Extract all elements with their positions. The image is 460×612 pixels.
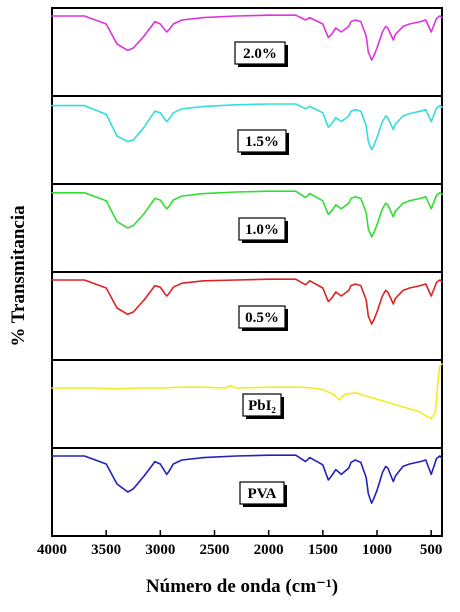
legend-box xyxy=(238,305,286,329)
y-axis-title: % Transmitancia xyxy=(8,205,29,347)
x-tick-label: 2000 xyxy=(254,542,284,558)
x-axis-title: Número de onda (cm⁻¹) xyxy=(146,576,338,597)
series-line xyxy=(51,103,443,151)
panel-1: 1.5% xyxy=(51,95,443,185)
x-tick-label: 1000 xyxy=(362,542,392,558)
panel-4: PbI₂ xyxy=(51,359,443,449)
chart-panels: 2.0% 1.5% 1.0% 0.5% PbI₂ PVA xyxy=(51,7,443,537)
legend-label: PVA xyxy=(248,486,277,502)
panel-3: 0.5% xyxy=(51,271,443,361)
series-line xyxy=(51,14,443,61)
x-tick-label: 4000 xyxy=(37,542,67,558)
x-tick-label: 500 xyxy=(420,542,443,558)
legend-box xyxy=(238,217,286,241)
legend-label: 1.5% xyxy=(245,134,279,150)
x-tick-label: 3000 xyxy=(145,542,175,558)
panel-5: PVA xyxy=(51,447,443,537)
series-line xyxy=(51,363,443,420)
legend-label: 0.5% xyxy=(245,310,279,326)
legend-box xyxy=(234,41,286,65)
legend-label: 2.0% xyxy=(243,46,277,62)
legend-box xyxy=(239,481,285,505)
x-axis-ticks: 4000 3500 3000 2500 2000 1500 1000 500 xyxy=(37,530,442,558)
legend-box xyxy=(242,393,282,417)
x-tick-label: 2500 xyxy=(200,542,230,558)
legend-box xyxy=(237,129,287,153)
legend-label: 1.0% xyxy=(245,222,279,238)
panel-0: 2.0% xyxy=(51,7,443,97)
series-line xyxy=(51,190,443,238)
series-line xyxy=(51,278,443,325)
x-tick-label: 1500 xyxy=(308,542,338,558)
series-line xyxy=(51,454,443,504)
legend-label: PbI₂ xyxy=(248,398,276,414)
x-tick-label: 3500 xyxy=(91,542,121,558)
panel-2: 1.0% xyxy=(51,183,443,273)
panel-frame xyxy=(51,447,443,537)
